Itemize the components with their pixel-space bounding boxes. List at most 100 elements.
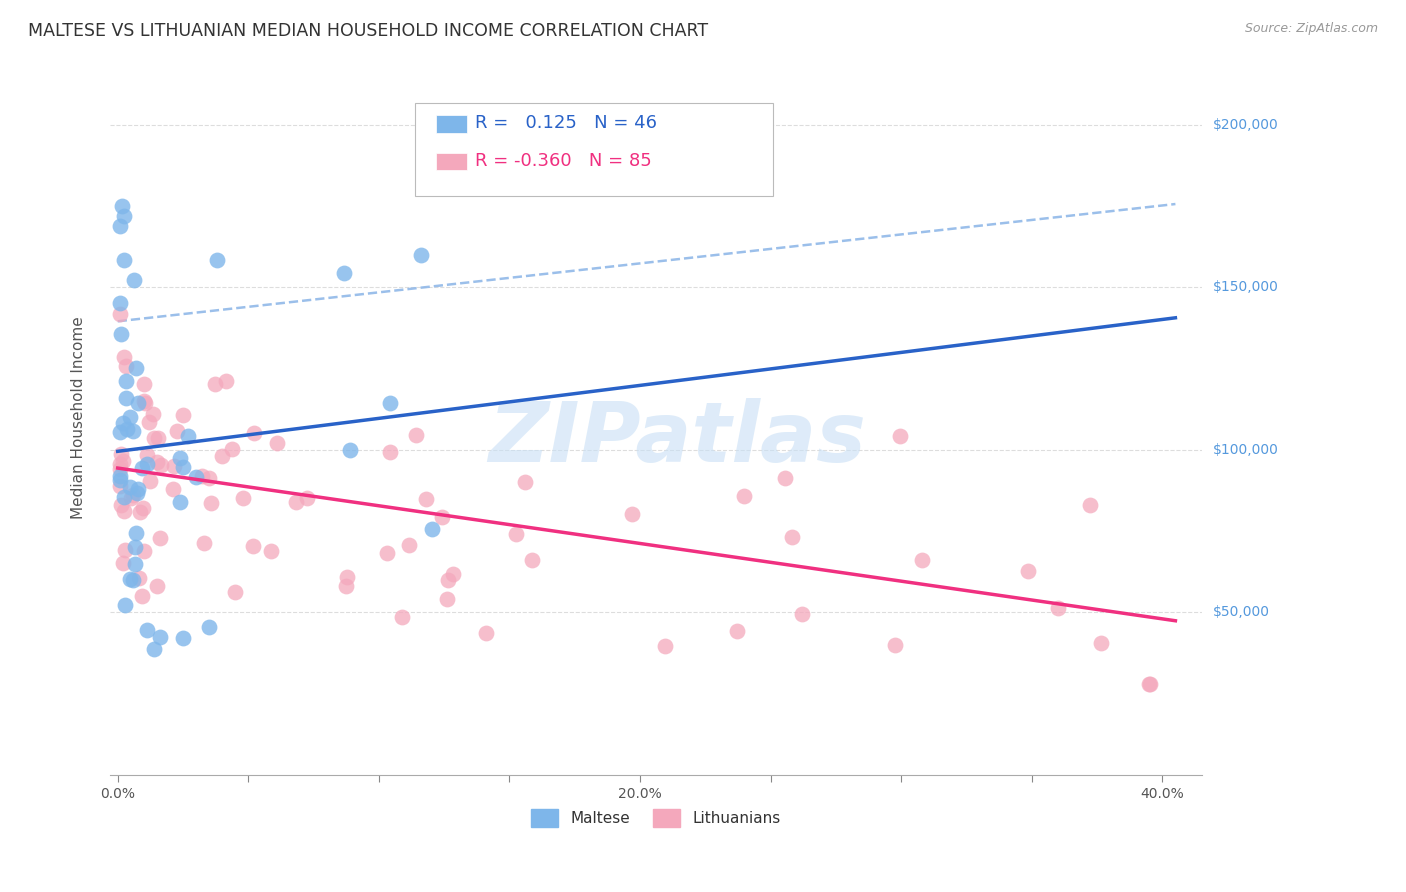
Point: [197, 471, 219, 485]
Point: [142, 642, 165, 657]
Point: [110, 219, 132, 233]
Point: [146, 455, 169, 469]
Point: [112, 350, 135, 364]
Point: [120, 409, 142, 424]
Text: MALTESE VS LITHUANIAN MEDIAN HOUSEHOLD INCOME CORRELATION CHART: MALTESE VS LITHUANIAN MEDIAN HOUSEHOLD I…: [28, 22, 709, 40]
Point: [243, 425, 266, 440]
Point: [149, 631, 172, 645]
Point: [198, 620, 221, 634]
Point: [162, 482, 184, 496]
Point: [193, 535, 215, 549]
Point: [110, 457, 132, 471]
Point: [420, 134, 443, 148]
Point: [790, 607, 813, 621]
Point: [515, 475, 537, 489]
Point: [172, 408, 194, 422]
Point: [135, 457, 157, 471]
Point: [176, 429, 198, 443]
Y-axis label: Median Household Income: Median Household Income: [72, 316, 86, 518]
Point: [122, 424, 145, 438]
Point: [127, 396, 149, 410]
Point: [773, 471, 796, 485]
Point: [131, 461, 153, 475]
Point: [110, 295, 132, 310]
Point: [110, 425, 132, 439]
Point: [110, 199, 132, 213]
Point: [332, 266, 354, 280]
Point: [142, 407, 165, 421]
Point: [169, 495, 191, 509]
Point: [191, 468, 214, 483]
Point: [215, 375, 238, 389]
Point: [172, 460, 194, 475]
Point: [405, 427, 427, 442]
Point: [111, 556, 134, 570]
Point: [110, 447, 132, 461]
Point: [520, 553, 543, 567]
Text: $150,000: $150,000: [1212, 280, 1278, 294]
Point: [475, 625, 498, 640]
Point: [132, 500, 155, 515]
Text: R = -0.360   N = 85: R = -0.360 N = 85: [475, 152, 652, 169]
Legend: Maltese, Lithuanians: Maltese, Lithuanians: [523, 801, 789, 835]
Point: [148, 432, 170, 446]
Point: [124, 540, 146, 554]
Point: [284, 495, 307, 509]
Point: [207, 252, 229, 267]
Point: [125, 361, 148, 376]
Point: [242, 539, 264, 553]
Point: [436, 573, 458, 587]
Point: [1078, 498, 1101, 512]
Point: [443, 566, 465, 581]
Point: [1137, 677, 1160, 691]
Text: ZIPatlas: ZIPatlas: [489, 398, 866, 479]
Point: [142, 432, 165, 446]
Point: [132, 393, 155, 408]
Point: [232, 491, 254, 505]
Point: [136, 623, 159, 637]
Point: [221, 442, 243, 456]
Point: [224, 584, 246, 599]
Point: [409, 247, 432, 261]
Point: [336, 570, 359, 584]
Point: [398, 538, 420, 552]
Point: [127, 482, 149, 496]
Point: [122, 488, 145, 502]
Point: [112, 454, 135, 468]
Point: [125, 525, 148, 540]
Point: [436, 591, 458, 606]
Point: [110, 498, 132, 512]
Point: [339, 442, 361, 457]
Point: [295, 491, 318, 506]
Text: $100,000: $100,000: [1212, 442, 1278, 457]
Point: [911, 553, 934, 567]
Point: [114, 359, 136, 374]
Point: [114, 598, 136, 612]
Point: [112, 209, 135, 223]
Text: R =   0.125   N = 46: R = 0.125 N = 46: [475, 114, 657, 132]
Point: [120, 491, 142, 505]
Point: [110, 473, 132, 487]
Point: [380, 396, 402, 410]
Point: [200, 495, 222, 509]
Point: [654, 639, 676, 653]
Point: [1017, 564, 1039, 578]
Point: [115, 391, 138, 405]
Point: [420, 522, 443, 536]
Point: [145, 579, 167, 593]
Point: [110, 307, 132, 321]
Point: [335, 579, 357, 593]
Point: [121, 573, 143, 587]
Point: [136, 448, 159, 462]
Point: [134, 544, 156, 558]
Point: [1046, 601, 1069, 615]
Point: [415, 492, 437, 507]
Point: [124, 557, 146, 571]
Text: $200,000: $200,000: [1212, 118, 1278, 132]
Point: [122, 273, 145, 287]
Point: [128, 571, 150, 585]
Point: [110, 469, 132, 483]
Point: [266, 435, 288, 450]
Point: [139, 474, 162, 488]
Point: [125, 486, 148, 500]
